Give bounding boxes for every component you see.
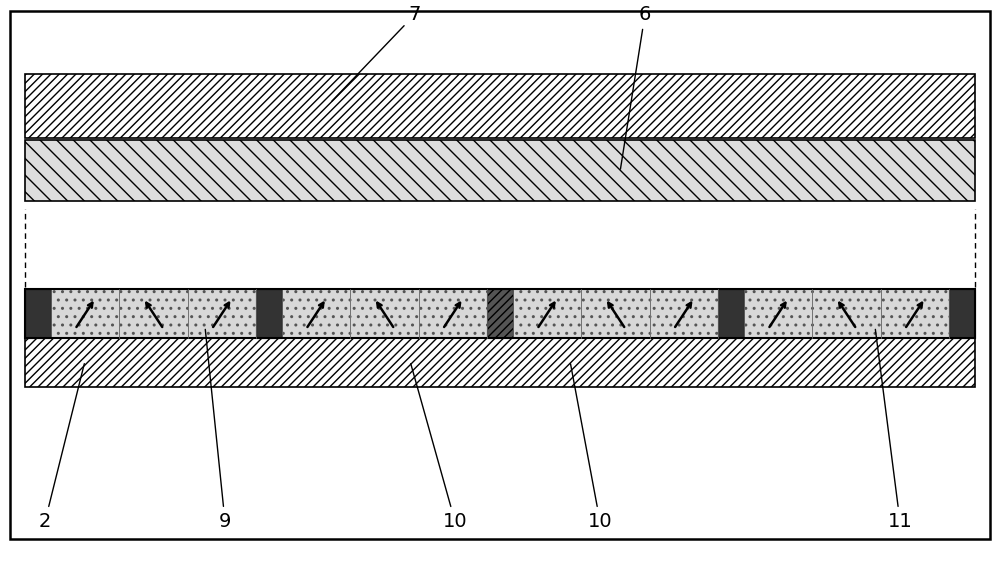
Bar: [25, 74, 975, 138]
Bar: [282, 289, 350, 338]
Bar: [419, 289, 487, 338]
Bar: [350, 289, 419, 338]
Bar: [513, 289, 581, 338]
Text: 10: 10: [411, 364, 467, 531]
Bar: [188, 289, 256, 338]
Bar: [25, 140, 975, 201]
Bar: [25, 289, 51, 338]
Bar: [51, 289, 119, 338]
Bar: [581, 289, 650, 338]
Bar: [256, 289, 282, 338]
Bar: [812, 289, 881, 338]
Bar: [119, 289, 188, 338]
Bar: [881, 289, 949, 338]
Text: 6: 6: [620, 5, 651, 169]
Text: 9: 9: [205, 329, 231, 531]
Text: 2: 2: [39, 364, 84, 531]
Text: 7: 7: [332, 5, 421, 101]
Bar: [25, 289, 975, 338]
Bar: [650, 289, 718, 338]
Bar: [744, 289, 812, 338]
Text: 10: 10: [571, 364, 612, 531]
Text: 11: 11: [875, 329, 912, 531]
Bar: [487, 289, 513, 338]
Bar: [25, 338, 975, 387]
Bar: [718, 289, 744, 338]
Bar: [949, 289, 975, 338]
